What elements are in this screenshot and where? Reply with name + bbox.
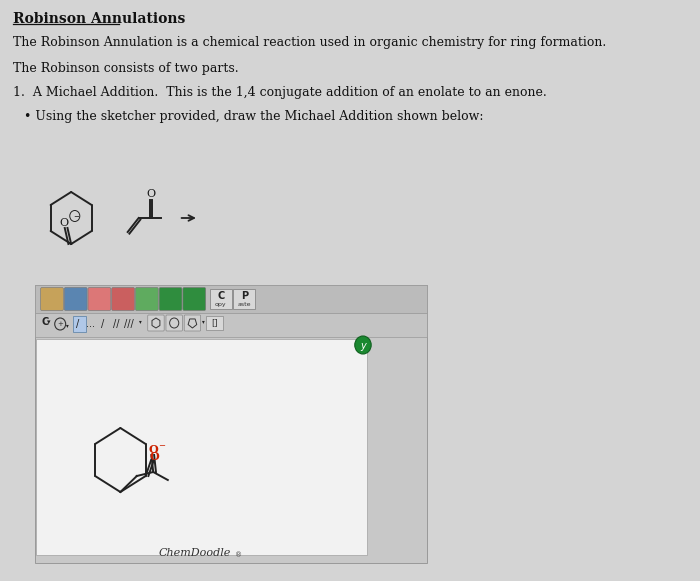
Text: ▾: ▾ xyxy=(66,324,69,328)
Circle shape xyxy=(355,336,371,354)
FancyBboxPatch shape xyxy=(88,288,111,310)
FancyBboxPatch shape xyxy=(112,288,134,310)
Text: The Robinson consists of two parts.: The Robinson consists of two parts. xyxy=(13,62,239,75)
Bar xyxy=(35,285,427,313)
Text: O: O xyxy=(60,218,69,228)
FancyBboxPatch shape xyxy=(41,288,64,310)
Bar xyxy=(35,285,427,563)
Text: Robinson Annulations: Robinson Annulations xyxy=(13,12,185,26)
Text: P: P xyxy=(241,291,248,301)
Text: /: / xyxy=(102,319,105,329)
Text: ▾: ▾ xyxy=(48,319,51,325)
Text: ▾: ▾ xyxy=(139,319,141,324)
FancyBboxPatch shape xyxy=(64,288,87,310)
Bar xyxy=(36,339,367,555)
Text: /: / xyxy=(76,319,79,329)
Text: +: + xyxy=(57,321,63,327)
Text: O: O xyxy=(148,443,158,454)
Bar xyxy=(210,289,232,309)
Text: //: // xyxy=(113,319,119,329)
Text: O: O xyxy=(150,450,160,461)
Text: −: − xyxy=(74,214,80,220)
Text: opy: opy xyxy=(215,302,227,307)
Text: C: C xyxy=(217,291,224,301)
Bar xyxy=(234,289,256,309)
Bar xyxy=(35,313,427,337)
FancyBboxPatch shape xyxy=(159,288,182,310)
FancyBboxPatch shape xyxy=(183,288,206,310)
Text: []: [] xyxy=(211,318,218,328)
Text: y: y xyxy=(360,341,366,351)
Text: The Robinson Annulation is a chemical reaction used in organic chemistry for rin: The Robinson Annulation is a chemical re… xyxy=(13,36,606,49)
Text: ChemDoodle: ChemDoodle xyxy=(158,548,230,558)
Text: −: − xyxy=(158,442,164,450)
Text: ▾: ▾ xyxy=(202,319,204,324)
Text: • Using the sketcher provided, draw the Michael Addition shown below:: • Using the sketcher provided, draw the … xyxy=(24,110,483,123)
Text: O: O xyxy=(146,189,155,199)
Text: 1.  A Michael Addition.  This is the 1,4 conjugate addition of an enolate to an : 1. A Michael Addition. This is the 1,4 c… xyxy=(13,86,547,99)
FancyBboxPatch shape xyxy=(135,288,158,310)
FancyBboxPatch shape xyxy=(166,315,183,331)
Text: C: C xyxy=(42,317,49,327)
Text: aste: aste xyxy=(238,302,251,307)
Bar xyxy=(73,316,85,332)
Text: ///: /// xyxy=(124,319,134,329)
Text: ...: ... xyxy=(86,319,94,329)
Bar xyxy=(206,316,223,330)
FancyBboxPatch shape xyxy=(184,315,201,331)
FancyBboxPatch shape xyxy=(148,315,164,331)
Text: ®: ® xyxy=(235,552,242,558)
